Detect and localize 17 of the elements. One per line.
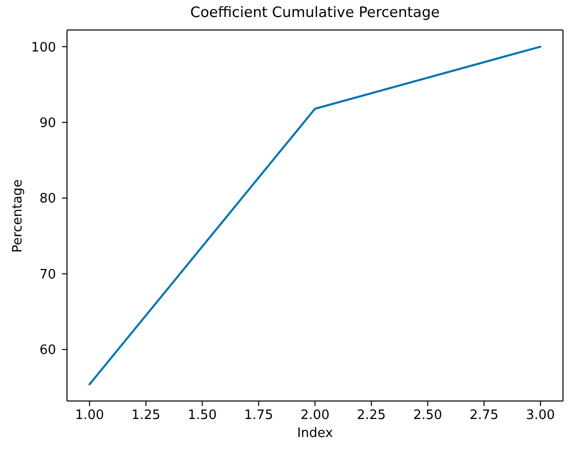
y-tick-label: 90	[39, 116, 56, 131]
y-tick-label: 60	[39, 343, 56, 358]
x-tick-label: 1.25	[131, 408, 160, 424]
x-tick-label: 1.50	[188, 408, 217, 424]
x-tick-label: 2.50	[413, 408, 442, 424]
x-tick-label: 3.00	[526, 408, 555, 424]
x-tick-label: 2.75	[470, 408, 499, 424]
x-tick-label: 1.75	[244, 408, 274, 424]
x-tick-label: 2.25	[356, 408, 386, 424]
chart-title: Coefficient Cumulative Percentage	[190, 5, 440, 21]
x-axis-title: Index	[297, 426, 333, 441]
x-tick-label: 1.00	[75, 408, 104, 424]
x-tick-label: 2.00	[300, 408, 330, 424]
y-tick-label: 80	[39, 192, 56, 207]
y-axis-title: Percentage	[10, 178, 26, 252]
y-tick-label: 100	[31, 40, 56, 56]
y-tick-label: 70	[39, 267, 56, 282]
